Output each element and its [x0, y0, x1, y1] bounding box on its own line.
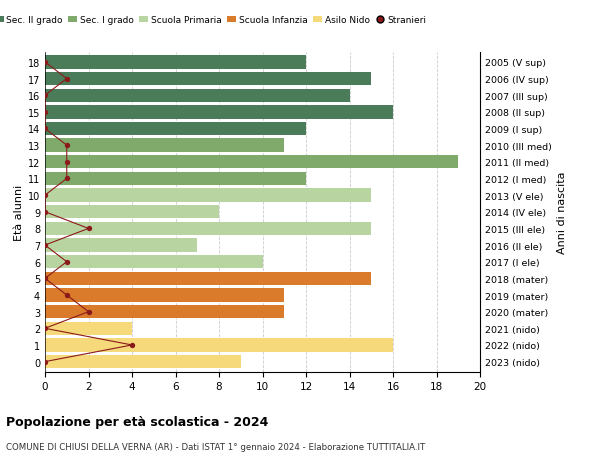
- Bar: [45, 139, 284, 152]
- Bar: [45, 123, 306, 136]
- Point: [40, 192, 50, 199]
- Bar: [45, 106, 393, 119]
- Bar: [45, 73, 371, 86]
- Point: [62, 175, 71, 183]
- Bar: [45, 189, 371, 202]
- Point: [62, 258, 71, 266]
- Text: Popolazione per età scolastica - 2024: Popolazione per età scolastica - 2024: [6, 415, 268, 428]
- Point: [84, 225, 94, 233]
- Bar: [45, 239, 197, 252]
- Point: [40, 358, 50, 365]
- Bar: [45, 56, 306, 69]
- Legend: Sec. II grado, Sec. I grado, Scuola Primaria, Scuola Infanzia, Asilo Nido, Stran: Sec. II grado, Sec. I grado, Scuola Prim…: [0, 16, 426, 25]
- Point: [40, 92, 50, 100]
- Point: [40, 109, 50, 116]
- Bar: [45, 173, 306, 186]
- Point: [40, 126, 50, 133]
- Bar: [45, 256, 263, 269]
- Point: [40, 242, 50, 249]
- Bar: [45, 339, 393, 352]
- Bar: [45, 206, 219, 219]
- Point: [62, 76, 71, 83]
- Bar: [45, 289, 284, 302]
- Bar: [45, 305, 284, 319]
- Bar: [45, 222, 371, 235]
- Point: [62, 159, 71, 166]
- Point: [40, 325, 50, 332]
- Y-axis label: Anni di nascita: Anni di nascita: [557, 171, 567, 253]
- Text: COMUNE DI CHIUSI DELLA VERNA (AR) - Dati ISTAT 1° gennaio 2024 - Elaborazione TU: COMUNE DI CHIUSI DELLA VERNA (AR) - Dati…: [6, 442, 425, 451]
- Bar: [45, 90, 349, 103]
- Bar: [45, 272, 371, 285]
- Point: [40, 59, 50, 67]
- Point: [62, 142, 71, 150]
- Point: [40, 275, 50, 282]
- Point: [40, 208, 50, 216]
- Point: [84, 308, 94, 316]
- Point: [62, 291, 71, 299]
- Y-axis label: Età alunni: Età alunni: [14, 184, 23, 241]
- Bar: [45, 156, 458, 169]
- Bar: [45, 355, 241, 369]
- Bar: [45, 322, 132, 335]
- Point: [127, 341, 137, 349]
